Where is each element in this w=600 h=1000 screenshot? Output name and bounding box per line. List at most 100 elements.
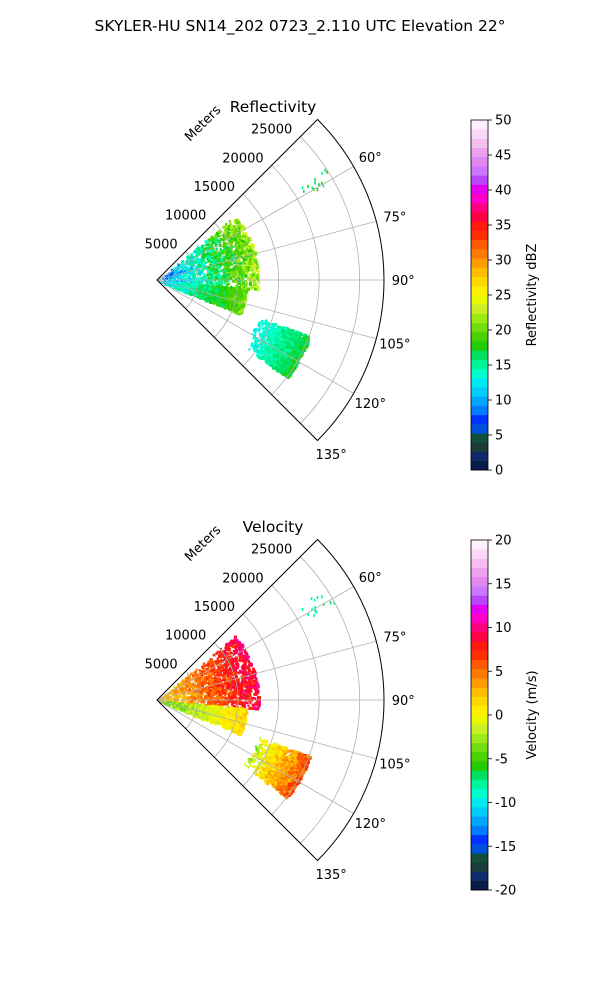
- echo-pixel: [196, 262, 199, 265]
- echo-pixel: [297, 338, 301, 342]
- echo-pixel: [267, 359, 271, 363]
- echo-pixel: [209, 300, 213, 305]
- echo-pixel: [225, 662, 229, 666]
- echo-pixel: [230, 269, 233, 271]
- echo-pixel: [292, 360, 296, 364]
- echo-pixel: [255, 261, 258, 264]
- echo-pixel: [209, 238, 213, 242]
- echo-pixel: [278, 351, 281, 354]
- echo-pixel: [224, 644, 228, 648]
- echo-pixel: [253, 259, 257, 263]
- echo-pixel: [286, 373, 289, 377]
- echo-pixel: [220, 670, 223, 672]
- echo-pixel: [273, 360, 277, 364]
- echo-pixel: [192, 677, 195, 680]
- echo-pixel: [256, 706, 259, 710]
- echo-pixel: [201, 693, 204, 696]
- echo-pixel: [282, 365, 285, 369]
- echo-pixel: [282, 339, 286, 342]
- echo-pixel: [230, 272, 234, 276]
- echo-pixel: [211, 247, 215, 250]
- echo-pixel: [219, 248, 222, 250]
- echo-pixel: [251, 344, 255, 348]
- echo-pixel: [230, 651, 233, 655]
- echo-pixel: [288, 365, 290, 368]
- echo-pixel: [244, 290, 248, 294]
- echo-pixel: [215, 289, 219, 292]
- echo-pixel: [176, 698, 179, 701]
- echo-pixel: [212, 300, 216, 304]
- echo-pixel: [263, 332, 266, 336]
- echo-pixel: [202, 260, 205, 263]
- echo-pixel: [232, 657, 235, 661]
- echo-pixel: [237, 306, 241, 310]
- echo-pixel: [199, 271, 202, 274]
- echo-pixel: [234, 683, 237, 687]
- echo-pixel: [236, 687, 240, 691]
- echo-pixel: [245, 673, 249, 676]
- echo-pixel: [241, 239, 245, 243]
- echo-pixel: [243, 705, 247, 709]
- echo-pixel: [238, 657, 242, 661]
- echo-pixel: [274, 327, 278, 331]
- echo-pixel: [238, 686, 242, 690]
- echo-pixel: [227, 699, 231, 703]
- echo-pixel: [284, 358, 287, 362]
- echo-pixel: [244, 663, 247, 666]
- echo-pixel: [289, 354, 292, 357]
- echo-pixel: [244, 690, 248, 694]
- echo-pixel: [243, 671, 246, 674]
- echo-pixel: [177, 270, 180, 273]
- echo-pixel: [267, 357, 270, 359]
- colorbar-swatch: [471, 120, 488, 130]
- echo-pixel: [241, 671, 244, 674]
- echo-pixel: [239, 261, 243, 265]
- colorbar-swatch: [471, 184, 488, 195]
- colorbar-swatch: [471, 147, 488, 158]
- echo-pixel: [229, 226, 234, 230]
- echo-pixel: [233, 235, 235, 238]
- echo-pixel: [274, 366, 278, 369]
- echo-pixel: [207, 671, 210, 675]
- echo-pixel: [201, 280, 204, 283]
- echo-pixel: [251, 269, 255, 273]
- echo-pixel: [242, 286, 245, 289]
- echo-pixel: [177, 274, 181, 278]
- echo-pixel: [279, 333, 282, 336]
- echo-pixel: [261, 340, 264, 344]
- echo-pixel: [236, 700, 239, 703]
- echo-pixel: [186, 282, 190, 286]
- echo-pixel: [292, 335, 295, 338]
- echo-pixel: [222, 234, 225, 237]
- echo-pixel: [275, 355, 279, 358]
- echo-pixel: [246, 689, 250, 693]
- echo-pixel: [221, 304, 225, 308]
- echo-pixel: [197, 287, 202, 292]
- azimuth-spoke: [156, 220, 377, 281]
- echo-pixel: [197, 294, 200, 297]
- echo-pixel: [206, 290, 209, 293]
- echo-pixel: [222, 675, 226, 679]
- echo-pixel: [215, 684, 219, 688]
- echo-pixel: [220, 695, 223, 699]
- echo-pixel: [198, 683, 201, 686]
- colorbar-swatch: [471, 433, 488, 443]
- echo-pixel: [254, 340, 257, 343]
- echo-pixel: [177, 283, 181, 287]
- echo-pixel: [242, 226, 244, 229]
- echo-pixel: [286, 353, 290, 356]
- echo-pixel: [231, 224, 234, 227]
- echo-pixel: [220, 270, 223, 273]
- echo-pixel: [244, 280, 248, 283]
- echo-pixel: [200, 252, 204, 255]
- echo-pixel: [245, 708, 248, 711]
- echo-pixel: [200, 261, 203, 264]
- echo-pixel: [210, 273, 213, 277]
- echo-pixel: [221, 234, 223, 237]
- echo-pixel: [237, 245, 240, 248]
- echo-pixel: [193, 675, 197, 680]
- echo-pixel: [187, 697, 189, 699]
- echo-pixel: [247, 655, 251, 659]
- radar-echoes: [158, 595, 336, 800]
- echo-pixel: [184, 267, 188, 271]
